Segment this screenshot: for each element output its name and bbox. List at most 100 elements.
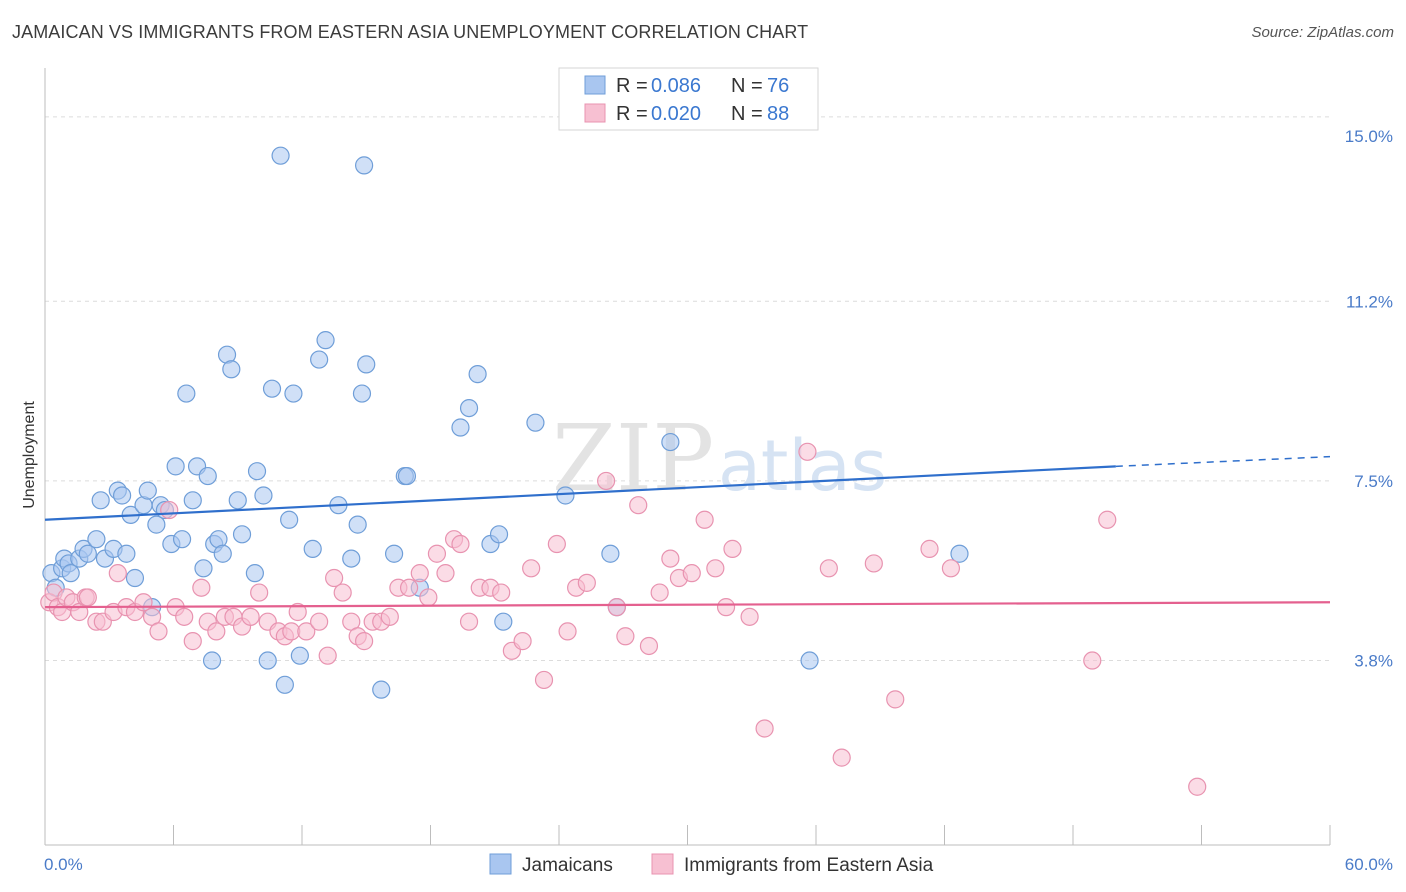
point-jamaicans [254, 486, 273, 505]
point-jamaicans [61, 564, 80, 583]
x-tick-labels: 0.0% 60.0% [44, 855, 1393, 874]
legend-n-value-1: 76 [767, 75, 789, 97]
point-jamaicans [384, 544, 404, 563]
point-jamaicans [352, 384, 372, 403]
point-eastern-asia [616, 627, 635, 646]
point-jamaicans [355, 156, 374, 175]
point-eastern-asia [241, 607, 260, 626]
point-eastern-asia [547, 534, 566, 554]
point-jamaicans [245, 564, 264, 583]
point-jamaicans [950, 544, 969, 563]
point-jamaicans [601, 544, 620, 563]
point-jamaicans [147, 515, 166, 534]
series-legend-swatch-eastern-asia [651, 853, 674, 875]
point-jamaicans [348, 515, 367, 534]
point-jamaicans [117, 544, 136, 563]
point-jamaicans [280, 510, 299, 529]
point-jamaicans [303, 539, 322, 558]
point-eastern-asia [297, 622, 316, 641]
point-eastern-asia [597, 471, 616, 491]
point-jamaicans [468, 365, 487, 384]
point-jamaicans [138, 481, 157, 500]
point-jamaicans [310, 350, 329, 369]
point-jamaicans [247, 462, 267, 481]
point-eastern-asia [333, 583, 352, 602]
point-jamaicans [87, 530, 106, 549]
point-eastern-asia [78, 588, 97, 607]
point-eastern-asia [706, 559, 725, 578]
point-jamaicans [202, 651, 222, 670]
point-jamaicans [194, 559, 213, 578]
point-jamaicans [342, 549, 361, 568]
trend-lines [44, 455, 1331, 609]
point-eastern-asia [629, 496, 648, 515]
point-eastern-asia [318, 646, 337, 665]
series-legend-label-jamaicans: Jamaicans [522, 855, 613, 876]
point-eastern-asia [451, 534, 470, 554]
point-eastern-asia [410, 564, 429, 583]
point-jamaicans [213, 544, 232, 563]
x-tick-label-min: 0.0% [44, 855, 83, 874]
point-eastern-asia [183, 632, 202, 651]
point-jamaicans [284, 384, 303, 403]
point-eastern-asia [639, 636, 659, 656]
chart-title: JAMAICAN VS IMMIGRANTS FROM EASTERN ASIA… [12, 22, 809, 42]
point-jamaicans [228, 491, 247, 510]
point-jamaicans [166, 457, 185, 476]
point-jamaicans [800, 651, 819, 670]
legend-n-label-1: N = [731, 75, 763, 97]
point-eastern-asia [534, 670, 554, 690]
point-jamaicans [494, 612, 513, 631]
point-jamaicans [78, 544, 97, 563]
point-eastern-asia [108, 564, 127, 583]
point-jamaicans [232, 525, 252, 544]
point-eastern-asia [513, 632, 532, 651]
y-tick-label: 15.0% [1345, 127, 1393, 146]
point-eastern-asia [941, 559, 961, 578]
point-jamaicans [661, 432, 680, 452]
point-eastern-asia [459, 612, 479, 631]
point-eastern-asia [522, 559, 541, 578]
point-jamaicans [556, 486, 575, 505]
y-tick-label: 3.8% [1354, 652, 1393, 671]
y-tick-label: 7.5% [1354, 472, 1393, 491]
point-eastern-asia [436, 564, 455, 583]
point-eastern-asia [325, 568, 344, 588]
point-eastern-asia [1083, 651, 1102, 670]
point-jamaicans [183, 491, 202, 510]
point-jamaicans [262, 379, 282, 398]
point-eastern-asia [419, 588, 438, 607]
point-eastern-asia [723, 539, 742, 558]
point-eastern-asia [819, 559, 838, 578]
point-eastern-asia [740, 607, 759, 626]
point-eastern-asia [399, 578, 419, 597]
stats-legend: R = 0.086 N = 76 R = 0.020 N = 88 [558, 67, 819, 131]
legend-r-label-2: R = [616, 103, 648, 125]
point-jamaicans [372, 680, 391, 699]
point-eastern-asia [310, 612, 329, 631]
point-eastern-asia [192, 578, 211, 597]
point-jamaicans [112, 486, 132, 505]
point-eastern-asia [250, 583, 269, 602]
point-eastern-asia [607, 598, 626, 617]
point-jamaicans [271, 146, 290, 165]
point-eastern-asia [886, 690, 905, 709]
point-eastern-asia [577, 573, 596, 592]
watermark-zip: ZIP [552, 405, 714, 512]
point-jamaicans [397, 466, 417, 486]
legend-n-value-2: 88 [767, 103, 789, 125]
point-eastern-asia [695, 510, 714, 529]
point-jamaicans [489, 525, 509, 544]
point-eastern-asia [650, 583, 669, 602]
point-jamaicans [459, 399, 479, 418]
point-jamaicans [290, 646, 309, 665]
legend-swatch-jamaicans [584, 75, 606, 95]
point-jamaicans [177, 384, 196, 403]
point-eastern-asia [661, 549, 680, 568]
point-jamaicans [125, 568, 145, 588]
point-eastern-asia [175, 607, 194, 626]
point-eastern-asia [1098, 510, 1117, 529]
point-jamaicans [198, 466, 217, 486]
axes [44, 68, 1331, 846]
